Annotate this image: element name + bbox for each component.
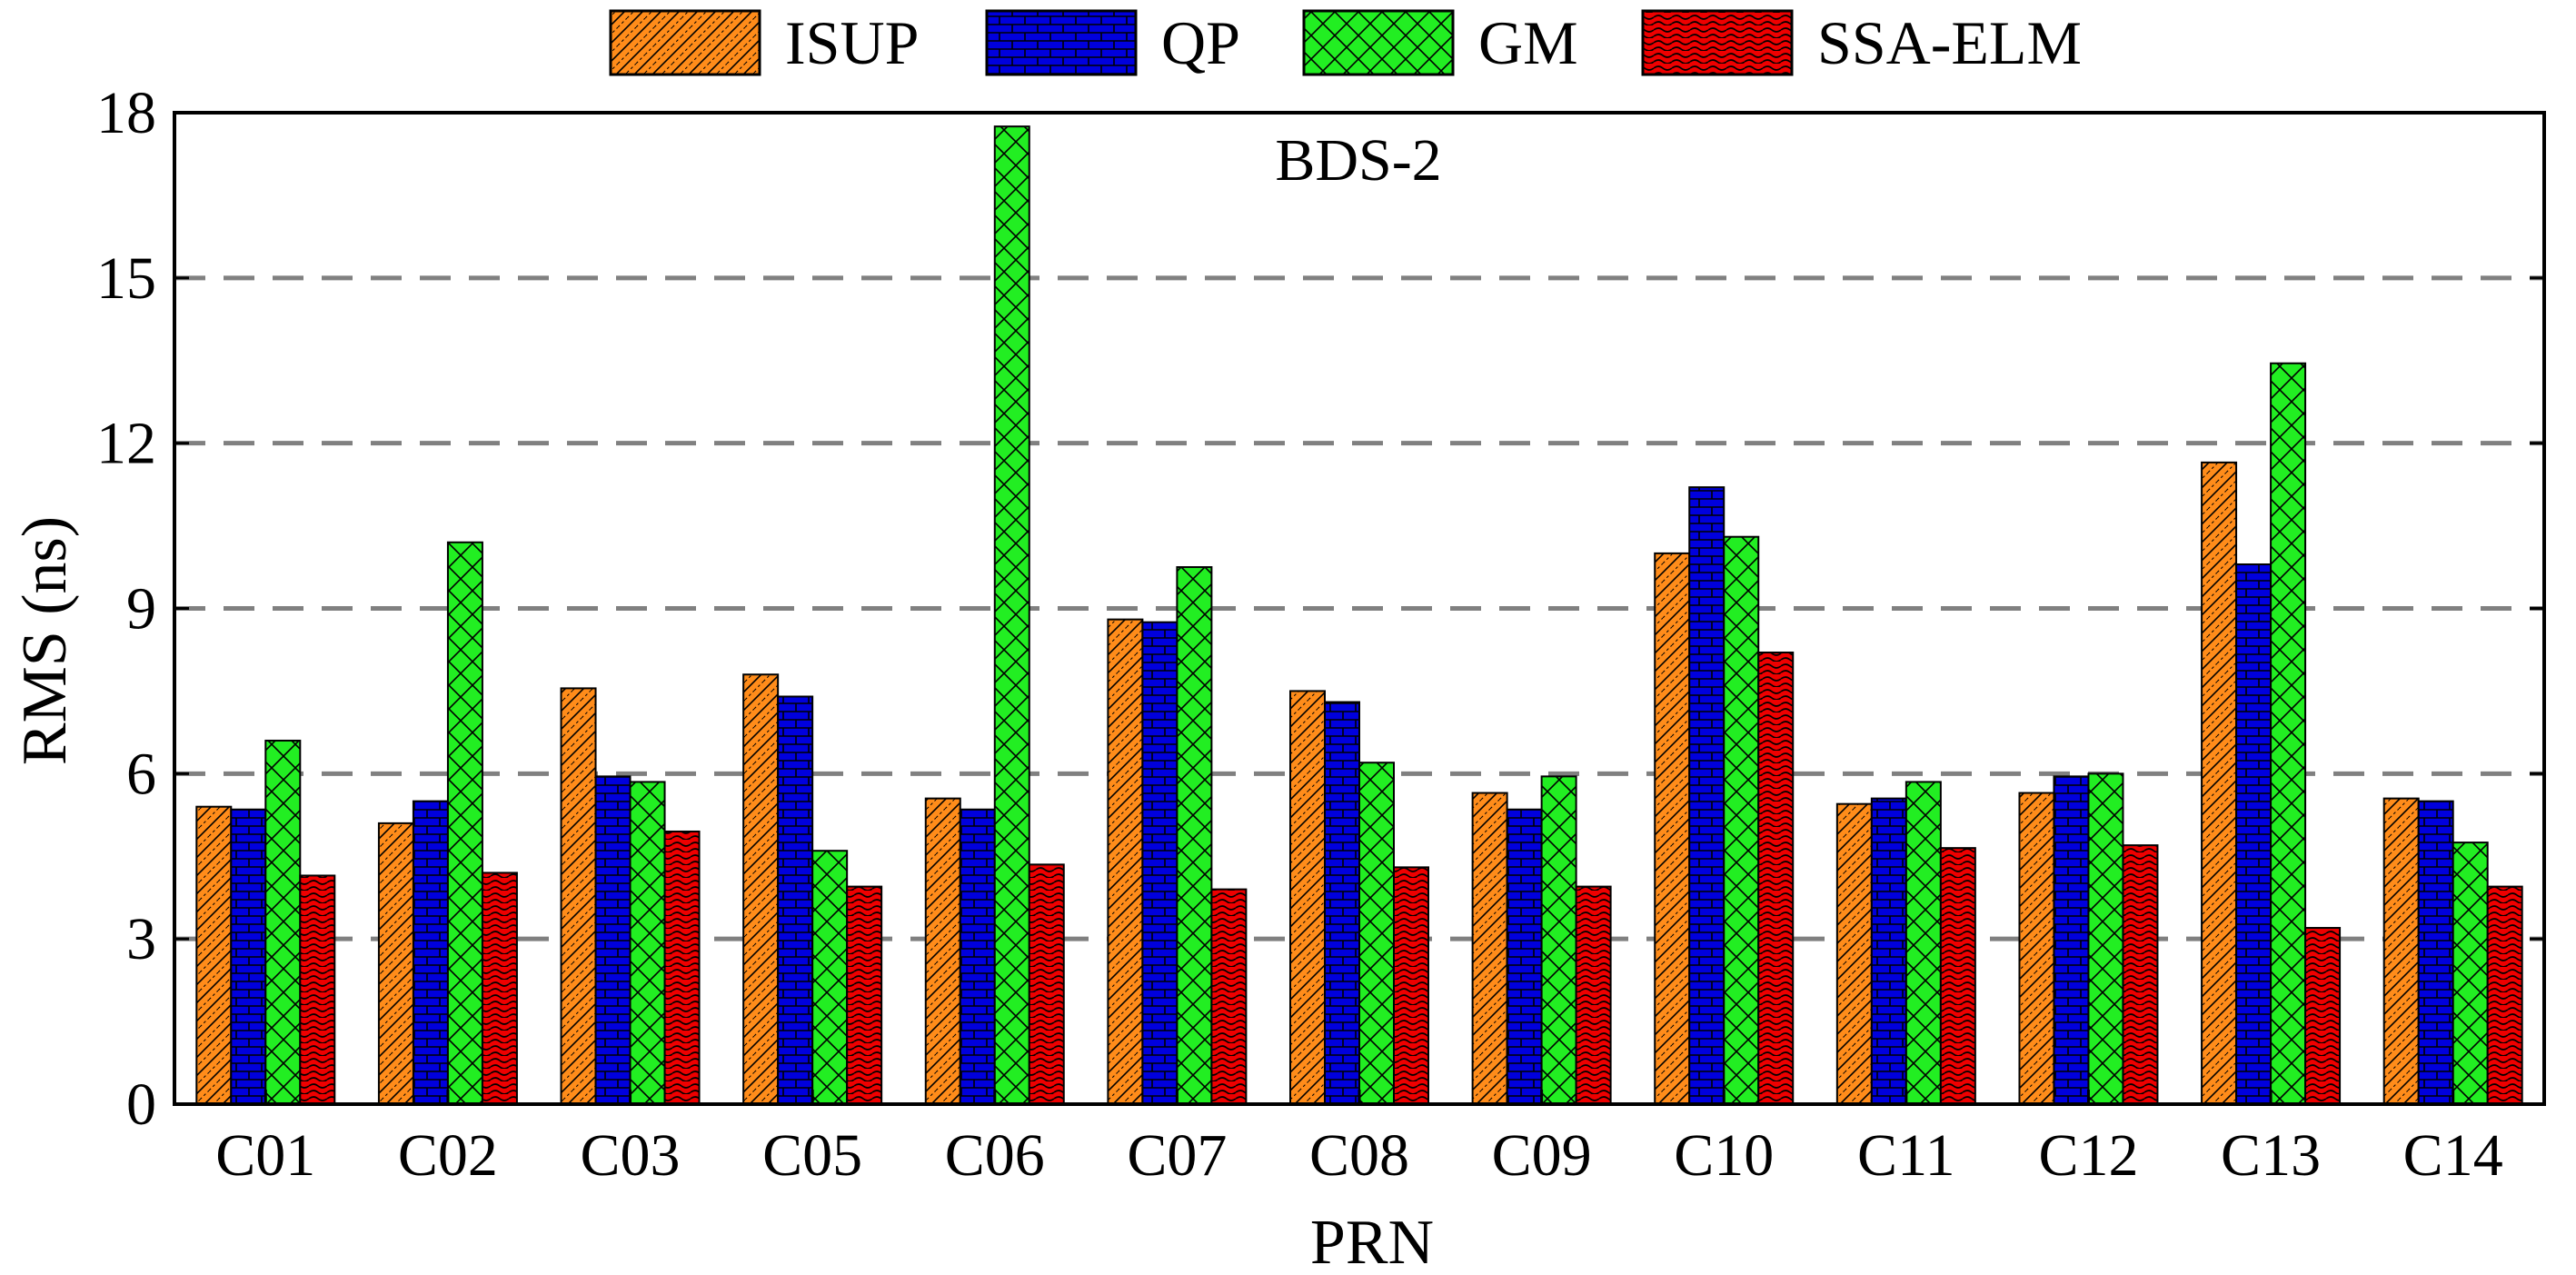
bar-gm-c01 <box>264 739 302 1105</box>
bar-isup-c09 <box>1471 792 1508 1106</box>
legend-label-ssa-elm: SSA-ELM <box>1817 8 2082 77</box>
y-tick-label: 9 <box>126 576 156 642</box>
bar-gm-c11 <box>1905 781 1942 1105</box>
legend-swatch-isup <box>609 9 761 76</box>
legend-label-gm: GM <box>1478 8 1578 77</box>
y-tick-label: 0 <box>126 1071 156 1138</box>
bar-gm-c13 <box>2270 362 2307 1105</box>
x-tick-label: C11 <box>1857 1122 1955 1189</box>
x-tick-label: C02 <box>398 1122 498 1189</box>
bar-ssa-elm-c11 <box>1939 847 1976 1105</box>
bar-ssa-elm-c14 <box>2486 885 2523 1106</box>
bar-gm-c14 <box>2452 842 2489 1105</box>
axis-ticks: 0 3 6 9 12 15 18 C01 C02 C03 C05 C06 C07 C08 C09 C10 C11… <box>96 80 2544 1189</box>
bar-qp-c06 <box>959 808 996 1105</box>
bar-isup-c05 <box>742 673 780 1105</box>
bar-gm-c02 <box>446 541 483 1105</box>
bar-qp-c05 <box>777 695 814 1105</box>
y-tick-label: 18 <box>96 80 156 146</box>
bars <box>195 125 2523 1106</box>
x-tick-label: C05 <box>762 1122 862 1189</box>
bar-qp-c03 <box>594 775 632 1105</box>
bar-isup-c07 <box>1107 618 1144 1105</box>
bar-qp-c09 <box>1506 808 1543 1105</box>
bar-ssa-elm-c07 <box>1210 888 1248 1105</box>
bar-qp-c13 <box>2235 563 2273 1105</box>
bar-ssa-elm-c13 <box>2304 927 2342 1105</box>
chart-annotation: BDS-2 <box>1275 127 1441 194</box>
y-tick-label: 12 <box>96 411 156 477</box>
bar-gm-c07 <box>1176 566 1213 1105</box>
bar-gm-c05 <box>811 850 849 1105</box>
x-tick-label: C14 <box>2403 1122 2503 1189</box>
bar-ssa-elm-c03 <box>663 830 701 1105</box>
bar-qp-c14 <box>2417 800 2454 1106</box>
x-tick-label: C01 <box>215 1122 315 1189</box>
x-tick-label: C07 <box>1127 1122 1227 1189</box>
bar-ssa-elm-c05 <box>846 885 883 1106</box>
bar-gm-c08 <box>1358 762 1395 1105</box>
x-tick-label: C10 <box>1674 1122 1774 1189</box>
bar-ssa-elm-c09 <box>1575 885 1612 1106</box>
x-tick-label: C13 <box>2221 1122 2321 1189</box>
y-axis-title: RMS (ns) <box>10 516 80 765</box>
legend-swatch-ssa-elm <box>1641 9 1794 76</box>
bar-gm-c12 <box>2087 772 2124 1105</box>
x-axis-title: PRN <box>1310 1208 1434 1275</box>
bar-isup-c03 <box>560 687 597 1105</box>
bar-ssa-elm-c10 <box>1757 651 1795 1105</box>
bar-gm-c03 <box>629 781 666 1105</box>
bar-isup-c14 <box>2382 797 2420 1105</box>
bar-isup-c08 <box>1289 690 1326 1106</box>
bar-qp-c07 <box>1141 621 1179 1105</box>
legend-swatch-qp <box>985 9 1138 76</box>
x-tick-label: C12 <box>2038 1122 2138 1189</box>
y-tick-label: 15 <box>96 245 156 312</box>
bar-qp-c10 <box>1688 486 1726 1105</box>
bar-qp-c08 <box>1324 701 1360 1105</box>
bar-ssa-elm-c06 <box>1028 863 1065 1105</box>
bar-gm-c06 <box>993 125 1030 1105</box>
bar-ssa-elm-c08 <box>1393 866 1429 1105</box>
x-tick-label: C03 <box>581 1122 681 1189</box>
x-tick-label: C09 <box>1492 1122 1592 1189</box>
bar-isup-c12 <box>2018 792 2055 1106</box>
bar-qp-c01 <box>230 808 267 1105</box>
y-tick-label: 3 <box>126 906 156 972</box>
y-tick-label: 6 <box>126 741 156 807</box>
legend-label-qp: QP <box>1161 8 1240 77</box>
legend-label-isup: ISUP <box>785 8 919 77</box>
legend-swatch-gm <box>1302 9 1455 76</box>
bar-isup-c01 <box>195 805 233 1105</box>
bar-isup-c02 <box>377 822 414 1106</box>
bar-isup-c13 <box>2201 461 2238 1105</box>
bar-gm-c09 <box>1540 775 1577 1105</box>
bar-qp-c12 <box>2053 775 2090 1105</box>
bar-ssa-elm-c12 <box>2122 844 2159 1106</box>
bar-isup-c11 <box>1835 802 1873 1105</box>
bar-qp-c11 <box>1870 797 1907 1105</box>
bar-qp-c02 <box>412 800 449 1106</box>
bar-gm-c10 <box>1723 535 1760 1105</box>
bar-isup-c10 <box>1654 552 1691 1105</box>
bar-ssa-elm-c02 <box>481 872 518 1106</box>
legend: ISUP QP GM SSA-ELM <box>609 8 2082 77</box>
x-tick-label: C06 <box>945 1122 1045 1189</box>
bar-ssa-elm-c01 <box>299 874 336 1105</box>
bar-isup-c06 <box>924 797 961 1105</box>
x-tick-label: C08 <box>1309 1122 1409 1189</box>
